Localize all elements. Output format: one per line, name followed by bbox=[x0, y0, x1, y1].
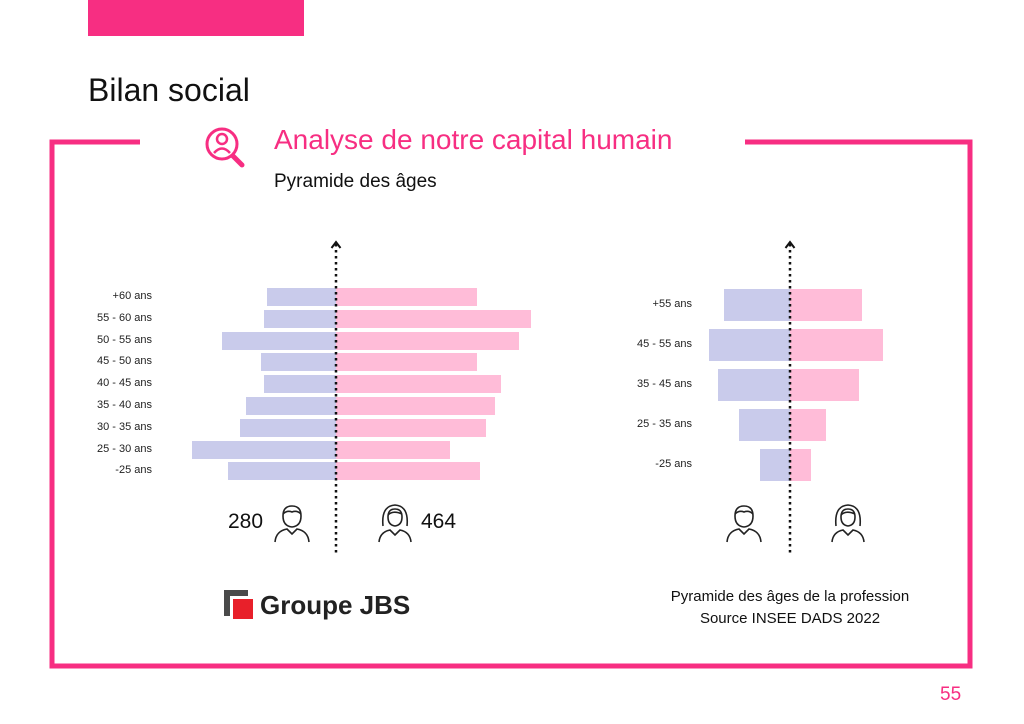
bar-women bbox=[790, 409, 826, 441]
bar-women bbox=[790, 329, 883, 361]
women-count: 464 bbox=[421, 510, 457, 533]
bar-men bbox=[739, 409, 790, 441]
tick-label: +60 ans bbox=[112, 290, 152, 302]
bar-men bbox=[240, 418, 336, 437]
bar-women bbox=[336, 288, 477, 306]
bar-women bbox=[336, 331, 519, 350]
tick-label: 45 - 55 ans bbox=[636, 338, 692, 350]
page-title: Bilan social bbox=[88, 72, 250, 108]
logo-text: Groupe JBS bbox=[260, 590, 411, 620]
tick-label: +55 ans bbox=[652, 298, 692, 310]
tick-label: 25 - 30 ans bbox=[96, 442, 152, 455]
bar-men bbox=[718, 369, 790, 401]
bar-women bbox=[336, 353, 477, 372]
tick-label: 30 - 35 ans bbox=[96, 420, 152, 433]
tick-label: -25 ans bbox=[115, 464, 152, 477]
tick-label: 50 - 55 ans bbox=[96, 333, 152, 346]
caption-line-1: Pyramide des âges de la profession bbox=[670, 588, 910, 605]
section-subtitle: Pyramide des âges bbox=[274, 171, 437, 192]
tick-label: 35 - 45 ans bbox=[636, 378, 692, 390]
search-person-icon bbox=[205, 127, 245, 168]
section-title: Analyse de notre capital humain bbox=[274, 124, 673, 155]
men-count: 280 bbox=[228, 510, 264, 533]
bar-women bbox=[336, 309, 531, 328]
bar-women bbox=[336, 375, 501, 394]
bar-women bbox=[336, 462, 480, 481]
bar-men bbox=[222, 331, 336, 350]
bar-men bbox=[261, 353, 336, 372]
profession-caption: Pyramide des âges de la profession Sourc… bbox=[640, 586, 940, 630]
bar-men bbox=[709, 329, 790, 361]
bar-women bbox=[336, 440, 450, 459]
tick-label: 35 - 40 ans bbox=[96, 399, 152, 411]
bar-men bbox=[228, 462, 336, 481]
bar-women bbox=[790, 369, 859, 401]
tick-label: 55 - 60 ans bbox=[96, 311, 152, 324]
tick-label: 25 - 35 ans bbox=[636, 418, 692, 430]
caption-line-2: Source INSEE DADS 2022 bbox=[699, 610, 881, 627]
bar-men bbox=[264, 375, 336, 394]
center-axis bbox=[330, 240, 342, 554]
bar-men bbox=[192, 440, 336, 459]
bar-women bbox=[336, 418, 486, 437]
page-number: 55 bbox=[940, 684, 962, 705]
man-icon bbox=[726, 505, 762, 543]
man-icon bbox=[274, 505, 310, 543]
tick-label: -25 ans bbox=[655, 458, 692, 470]
bar-men bbox=[724, 289, 790, 321]
bar-women bbox=[790, 289, 862, 321]
bar-men bbox=[760, 449, 790, 481]
groupe-jbs-logo bbox=[224, 590, 253, 619]
bar-men bbox=[264, 309, 336, 328]
woman-icon bbox=[831, 504, 865, 543]
top-accent-bar bbox=[88, 0, 304, 36]
bar-men bbox=[246, 397, 336, 415]
center-axis bbox=[784, 240, 796, 554]
bar-women bbox=[336, 397, 495, 415]
bar-women bbox=[790, 449, 811, 481]
woman-icon bbox=[378, 504, 412, 543]
tick-label: 45 - 50 ans bbox=[96, 355, 152, 368]
tick-label: 40 - 45 ans bbox=[96, 377, 152, 390]
bar-men bbox=[267, 288, 336, 306]
